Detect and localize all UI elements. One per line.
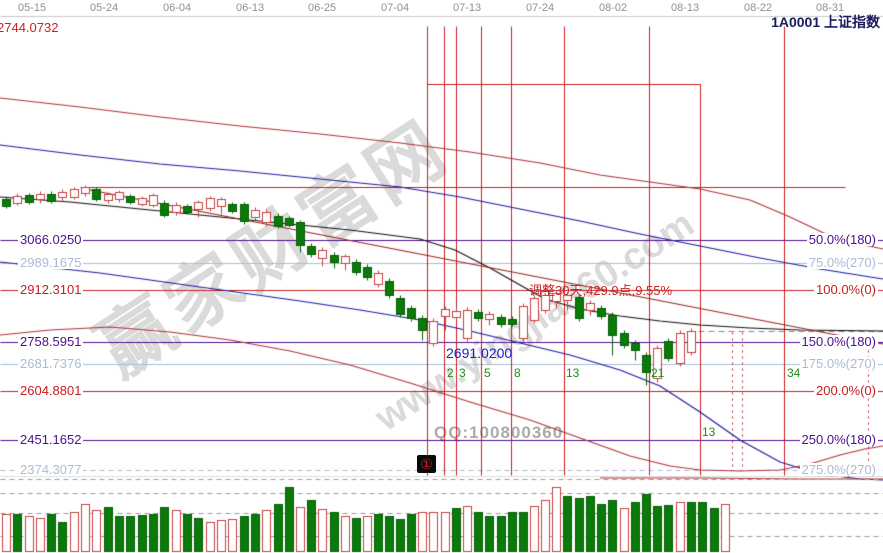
pct-level-label: 275.0%(270) [799,462,878,477]
price-annotation: 2691.0200 [446,345,513,361]
price-level-label: 2374.3077 [18,462,84,477]
price-level-label: 2681.7376 [18,356,84,371]
pct-level-label: 250.0%(180) [799,432,878,447]
price-level-label: 2989.1675 [18,255,84,270]
last-price-label: 2744.0732 [0,20,59,35]
price-level-label: 2604.8801 [18,383,84,398]
pct-level-label: 50.0%(180) [806,232,878,247]
price-level-label: 3066.0250 [18,232,84,247]
fib-time-label: 21 [651,366,665,380]
fib-time-label: 34 [787,366,801,380]
fib-time-label: 13 [566,366,580,380]
date-label: 07-04 [381,2,410,14]
symbol-title: 1A0001 上证指数 [771,14,880,30]
date-label: 07-24 [526,2,555,14]
date-label: 08-13 [671,2,700,14]
date-label: 06-13 [236,2,265,14]
date-label: 08-02 [599,2,628,14]
pct-level-label: 150.0%(180) [799,334,878,349]
pct-level-label: 75.0%(270) [806,255,878,270]
pct-level-label: 175.0%(270) [799,356,878,371]
marker-1-icon[interactable]: ① [417,455,436,473]
fib-time-label: 3 [459,366,466,380]
pct-level-label: 200.0%(0) [814,383,878,398]
price-level-label: 2912.3101 [18,282,84,297]
fib-time-label-13b: 13 [702,425,716,439]
date-label: 06-25 [308,2,337,14]
date-label: 05-24 [90,2,119,14]
pct-level-label: 100.0%(0) [814,282,878,297]
price-level-label: 2451.1652 [18,432,84,447]
fib-time-label: 5 [484,366,491,380]
adjustment-annotation: 调整30天,429.9点,9.55% [529,283,673,298]
date-label: 08-22 [744,2,773,14]
fib-time-label: 2 [447,366,454,380]
date-label: 06-04 [163,2,192,14]
price-level-label: 2758.5951 [18,334,84,349]
date-label: 05-15 [18,2,47,14]
date-label: 07-13 [453,2,482,14]
fib-time-label: 8 [514,366,521,380]
date-label: 08-31 [816,2,845,14]
